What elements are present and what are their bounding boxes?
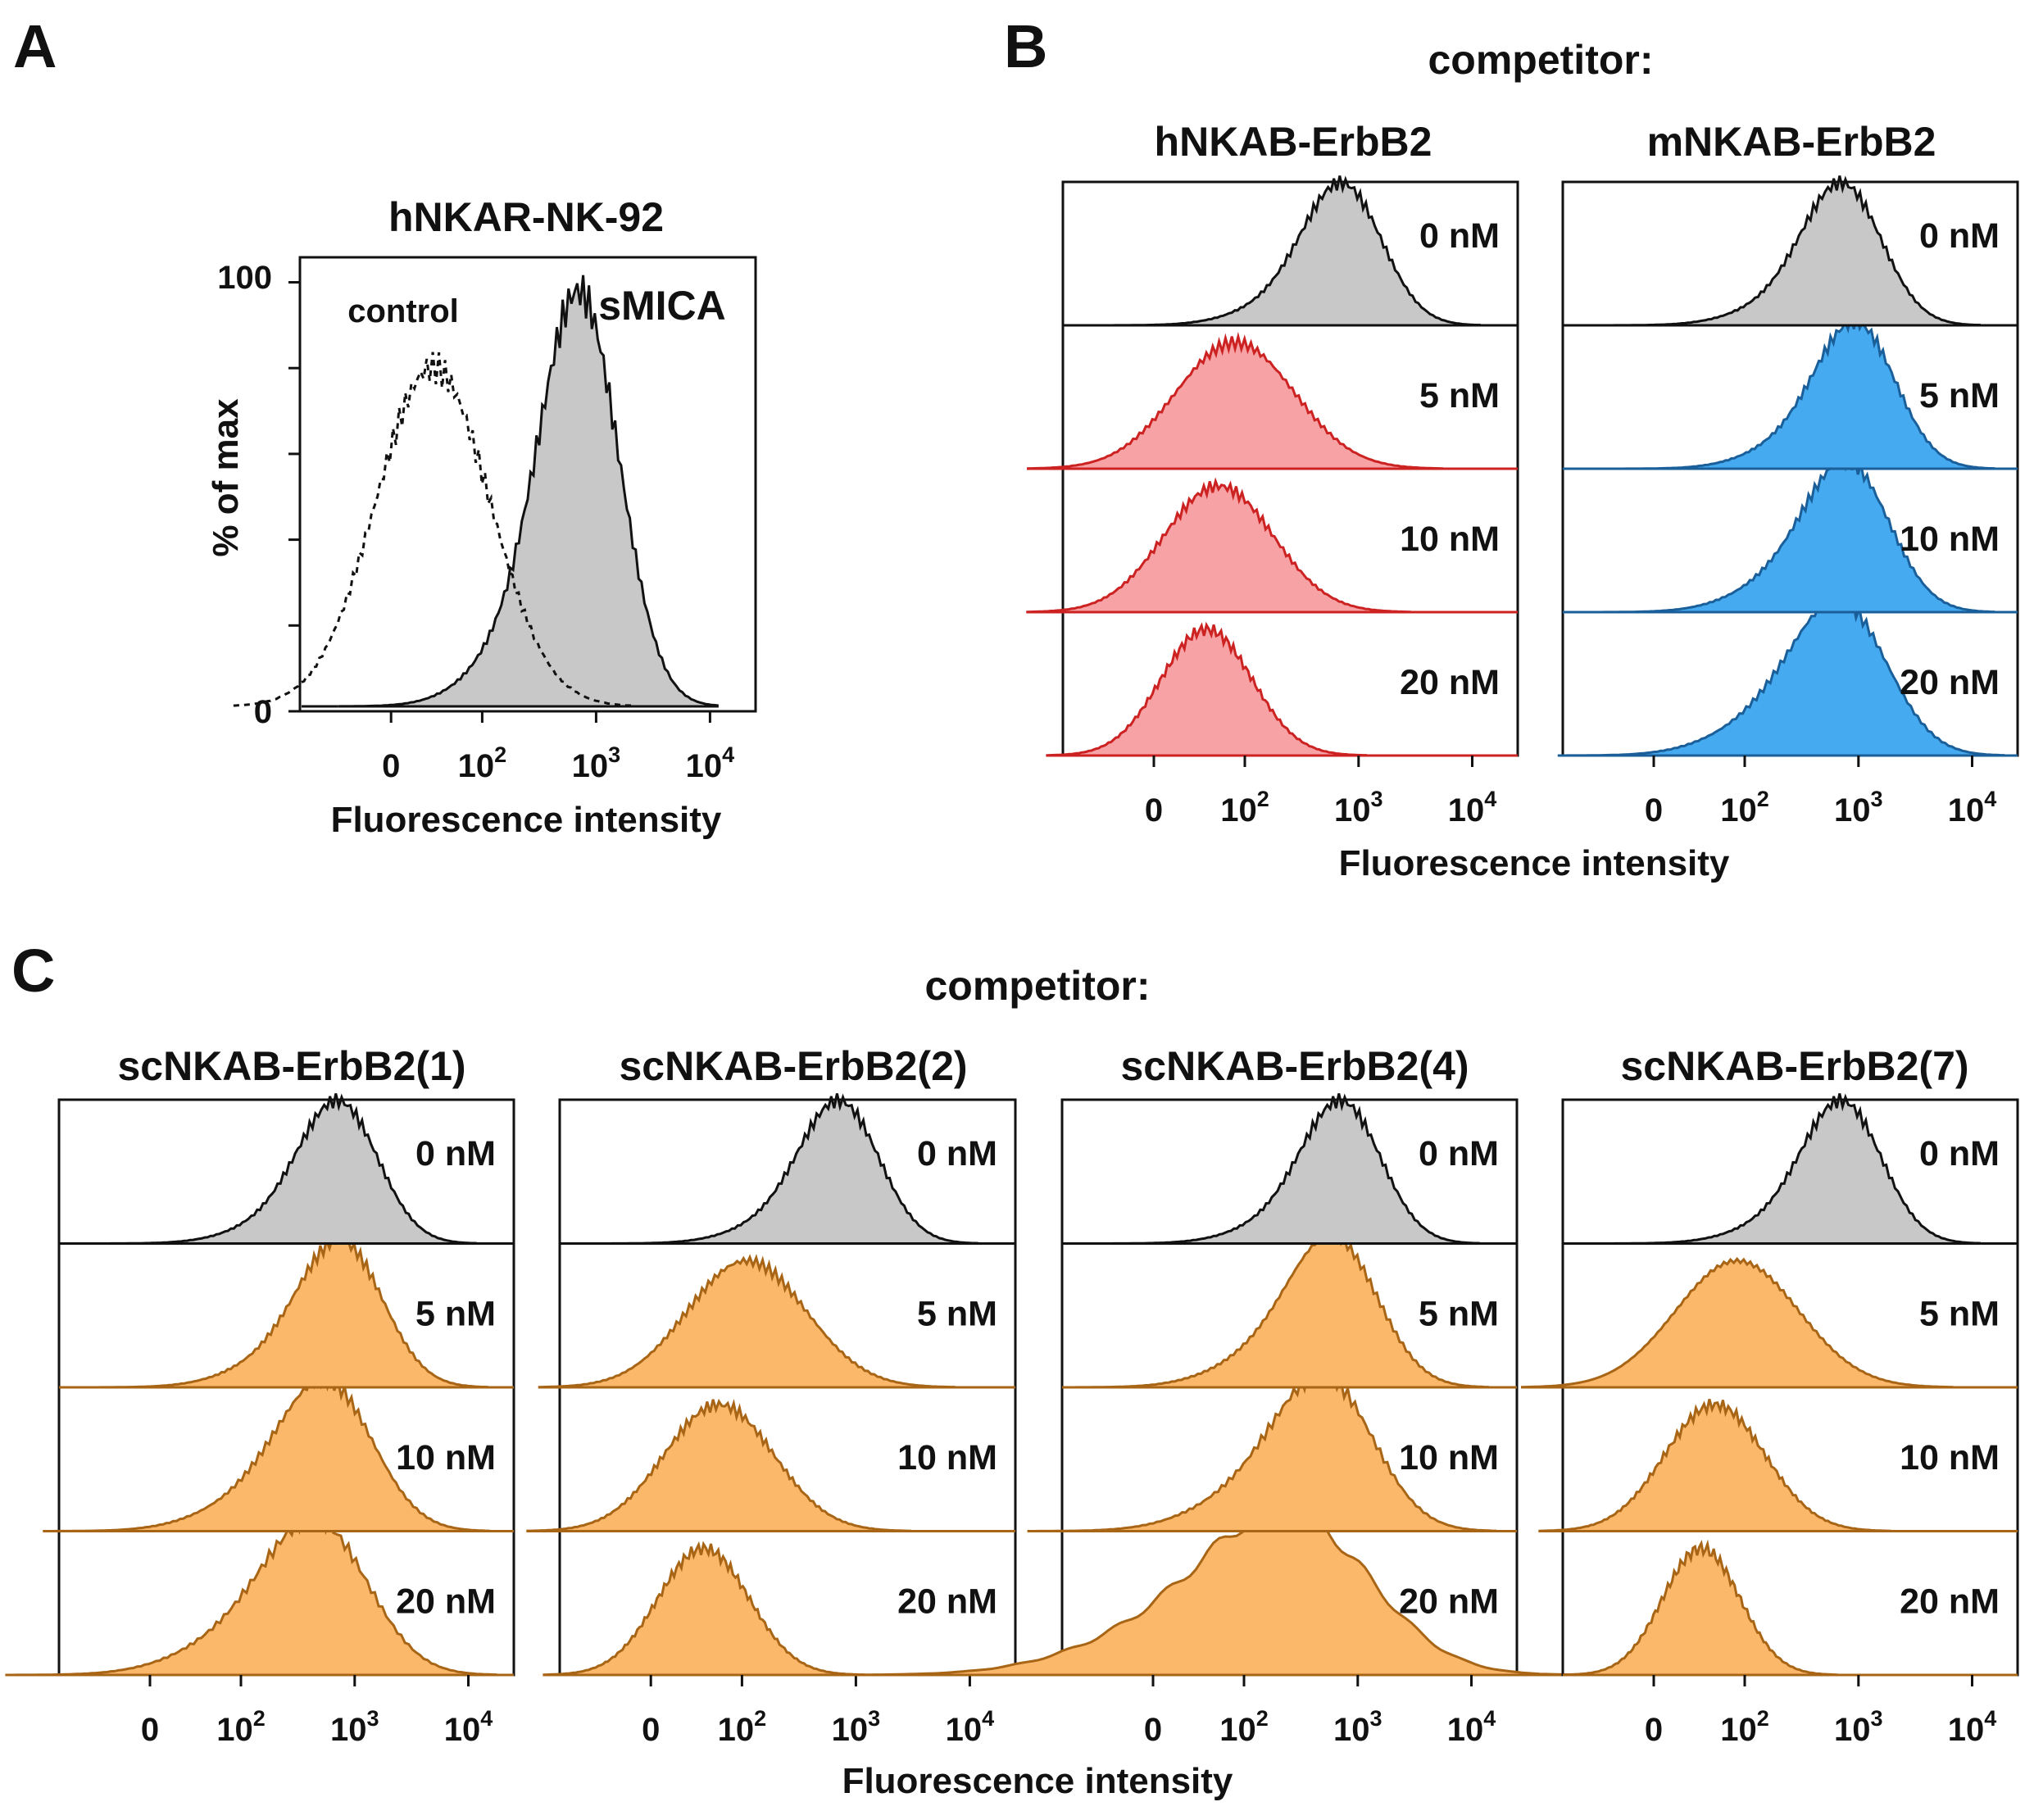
panel-b-subtitle-1: hNKAB-ErbB2 — [1155, 119, 1432, 165]
panel-c-4-xtick-1: 102 — [1720, 1706, 1769, 1748]
panel-c-3-conc-label-0: 0 nM — [1419, 1134, 1499, 1173]
panel-c-subtitle-1: scNKAB-ErbB2(1) — [117, 1043, 465, 1089]
panel-b-hnkab-conc-label-3: 20 nM — [1400, 663, 1500, 702]
panel-c-2-conc-label-1: 5 nM — [917, 1295, 997, 1334]
panel-b-hnkab-conc-label-1: 5 nM — [1419, 376, 1500, 415]
panel-c-4-conc-label-3: 20 nM — [1900, 1582, 2000, 1622]
panel-c-4-histogram-10-nm — [1538, 1399, 1891, 1532]
panel-b-mnkab-xtick-0: 0 — [1645, 792, 1663, 828]
panel-c-2-conc-label-3: 20 nM — [897, 1582, 997, 1622]
panel-a-xtick-0: 0 — [382, 748, 400, 784]
panel-c-subtitle-2: scNKAB-ErbB2(2) — [619, 1043, 967, 1089]
panel-b-hnkab-histogram-5-nm — [1027, 331, 1444, 470]
panel-c-4-conc-label-0: 0 nM — [1919, 1134, 2000, 1173]
panel-c-subtitle-4: scNKAB-ErbB2(7) — [1620, 1043, 1968, 1089]
panel-c-2-conc-label-0: 0 nM — [917, 1134, 997, 1173]
panel-c-xlabel: Fluorescence intensity — [842, 1761, 1233, 1801]
panel-a-xtick-1: 102 — [458, 742, 507, 784]
panel-c-4-conc-label-1: 5 nM — [1919, 1295, 2000, 1334]
panel-c-1-conc-label-3: 20 nM — [396, 1582, 496, 1622]
panel-c-2-xtick-1: 102 — [718, 1706, 767, 1748]
panel-b-hnkab-histogram-10-nm — [1026, 477, 1411, 614]
panel-a-xtick-2: 103 — [572, 742, 621, 784]
panel-c-3-histogram-10-nm — [1027, 1366, 1497, 1532]
panel-b-subtitle-2: mNKAB-ErbB2 — [1647, 119, 1936, 165]
panel-c-1-conc-label-2: 10 nM — [396, 1438, 496, 1477]
panel-a-frame — [298, 256, 757, 713]
panel-b-mnkab-conc-label-0: 0 nM — [1919, 216, 2000, 256]
panel-c-3-histogram-20-nm — [810, 1503, 1570, 1677]
panel-c-2-histogram-20-nm — [543, 1541, 865, 1677]
panel-b-xlabel: Fluorescence intensity — [1339, 843, 1730, 883]
panel-c-header: competitor: — [925, 963, 1151, 1009]
panel-b-hnkab-xtick-0: 0 — [1145, 792, 1163, 828]
panel-c-1-xtick-2: 103 — [330, 1706, 379, 1748]
panel-c-2-xtick-2: 103 — [832, 1706, 881, 1748]
panel-c-2-histogram-5-nm — [538, 1254, 956, 1389]
panel-b-mnkab-conc-label-2: 10 nM — [1900, 520, 2000, 559]
panel-c-3-conc-label-3: 20 nM — [1399, 1582, 1499, 1622]
panel-b-hnkab-xtick-1: 102 — [1220, 787, 1269, 828]
panel-c-1-xtick-3: 104 — [444, 1706, 493, 1748]
panel-b-mnkab-xtick-1: 102 — [1720, 787, 1769, 828]
smica-label: sMICA — [598, 283, 726, 329]
panel-c-2-xtick-0: 0 — [642, 1712, 660, 1748]
panel-b-header: competitor: — [1428, 37, 1654, 83]
panel-a-xtick-3: 104 — [686, 742, 735, 784]
panel-c-3-xtick-1: 102 — [1219, 1706, 1269, 1748]
panel-c-4-conc-label-2: 10 nM — [1900, 1438, 2000, 1477]
panel-c-1-conc-label-1: 5 nM — [415, 1295, 496, 1334]
panel-c-2-conc-label-2: 10 nM — [897, 1438, 997, 1477]
panel-b-mnkab-xtick-2: 103 — [1834, 787, 1883, 828]
panel-b-hnkab-xtick-2: 103 — [1334, 787, 1383, 828]
panel-a-ytick-100: 100 — [217, 260, 272, 296]
panel-b-hnkab-conc-label-0: 0 nM — [1419, 216, 1500, 256]
panel-a-control-histogram — [233, 352, 633, 707]
panel-b-hnkab-xtick-3: 104 — [1448, 787, 1497, 828]
panel-c-3-conc-label-1: 5 nM — [1419, 1295, 1499, 1334]
control-label: control — [347, 293, 459, 329]
panel-c-2-histogram-10-nm — [526, 1398, 912, 1532]
panel-b-mnkab-histogram-20-nm — [1557, 589, 2005, 757]
panel-c-3-xtick-2: 103 — [1333, 1706, 1382, 1748]
panel-b-mnkab-conc-label-3: 20 nM — [1900, 663, 2000, 702]
panel-b-mnkab-conc-label-1: 5 nM — [1919, 376, 2000, 415]
panel-c-1-xtick-0: 0 — [141, 1712, 159, 1748]
panel-c-1-xtick-1: 102 — [216, 1706, 266, 1748]
panel-b-hnkab-histogram-20-nm — [1046, 621, 1367, 757]
panel-c-4-histogram-5-nm — [1521, 1256, 1954, 1389]
panel-c-4-xtick-0: 0 — [1645, 1712, 1663, 1748]
panel-letter-a: A — [13, 12, 57, 80]
panel-c-4-xtick-3: 104 — [1948, 1706, 1997, 1748]
panel-a-smica-histogram — [338, 275, 719, 708]
panel-c-3-xtick-3: 104 — [1447, 1706, 1496, 1748]
panel-c-3-xtick-0: 0 — [1144, 1712, 1162, 1748]
panel-c-subtitle-3: scNKAB-ErbB2(4) — [1120, 1043, 1469, 1089]
panel-c-4-xtick-2: 103 — [1834, 1706, 1883, 1748]
panel-a-xlabel: Fluorescence intensity — [331, 800, 722, 840]
panel-c-1-histogram-20-nm — [5, 1509, 497, 1677]
histogram-plots: 0 102 103 104 0 nM 5 nM 10 nM 20 nM 0 102 103 104 0 … — [5, 175, 2019, 1748]
panel-a-title: hNKAR-NK-92 — [388, 194, 664, 240]
panel-c-3-conc-label-2: 10 nM — [1399, 1438, 1499, 1477]
panel-b-mnkab-xtick-3: 104 — [1948, 787, 1997, 828]
panel-a-ytick-0: 0 — [254, 694, 272, 730]
panel-c-2-xtick-3: 104 — [946, 1706, 995, 1748]
panel-b-hnkab-conc-label-2: 10 nM — [1400, 520, 1500, 559]
panel-letter-c: C — [11, 937, 55, 1005]
panel-a-ylabel: % of max — [206, 398, 246, 557]
panel-letter-b: B — [1004, 12, 1047, 80]
panel-c-1-conc-label-0: 0 nM — [415, 1134, 496, 1173]
panel-c-4-histogram-20-nm — [1564, 1539, 1838, 1677]
